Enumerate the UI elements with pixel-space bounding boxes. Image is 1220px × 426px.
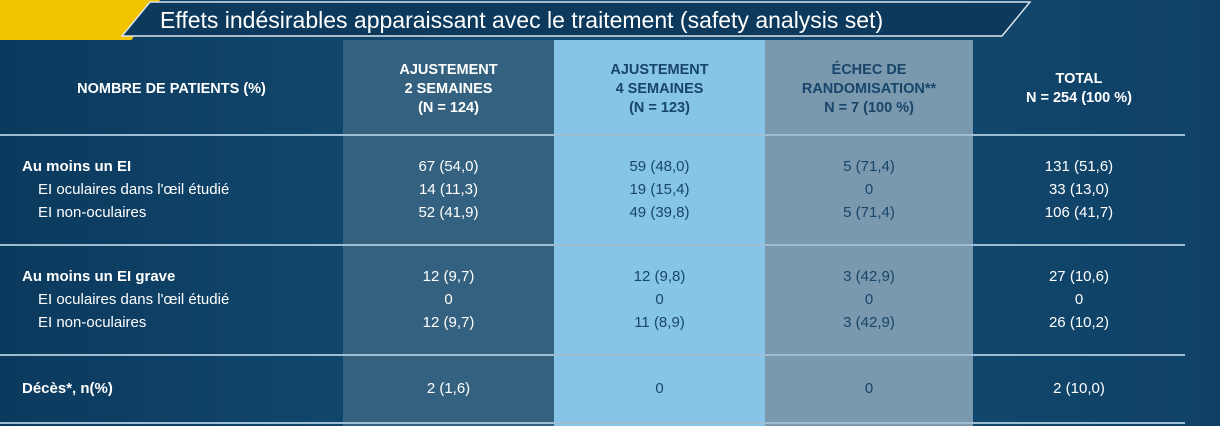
header-2-weeks: AJUSTEMENT 2 SEMAINES (N = 124): [343, 54, 554, 124]
cell-total: 27 (10,6): [1048, 268, 1110, 285]
table-row: EI non-oculaires 52 (41,9) 49 (39,8) 5 (…: [0, 201, 1185, 224]
cell-total: 2 (10,0): [1053, 380, 1105, 397]
column-band-4-weeks: [554, 40, 765, 426]
table-row: EI non-oculaires 12 (9,7) 11 (8,9) 3 (42…: [0, 311, 1185, 334]
cell-4-weeks: 19 (15,4): [629, 181, 690, 198]
header-line: 2 SEMAINES: [404, 80, 493, 97]
row-label: Au moins un EI grave: [22, 268, 176, 285]
header-4-weeks: AJUSTEMENT 4 SEMAINES (N = 123): [554, 54, 765, 124]
cell-4-weeks: 49 (39,8): [629, 204, 690, 221]
cell-2-weeks: 14 (11,3): [419, 181, 478, 198]
table-row: EI oculaires dans l'œil étudié 14 (11,3)…: [0, 178, 1185, 201]
header-label-text: NOMBRE DE PATIENTS (%): [77, 80, 266, 97]
cell-randomisation-failure: 5 (71,4): [843, 204, 895, 221]
row-label: Au moins un EI: [22, 158, 132, 175]
cell-2-weeks: 67 (54,0): [418, 158, 479, 175]
header-total: TOTAL N = 254 (100 %): [973, 54, 1185, 124]
cell-2-weeks: 12 (9,7): [422, 314, 475, 331]
row-label: EI non-oculaires: [38, 314, 147, 331]
header-line: AJUSTEMENT: [610, 61, 709, 78]
header-line: 4 SEMAINES: [615, 80, 704, 97]
header-line: N = 254 (100 %): [1026, 90, 1132, 106]
row-label: Décès*, n(%): [22, 380, 113, 397]
header-line: ÉCHEC DE: [831, 61, 907, 78]
table-divider: [0, 354, 1185, 356]
cell-4-weeks: 11 (8,9): [634, 314, 685, 331]
cell-randomisation-failure: 5 (71,4): [843, 158, 895, 175]
header-line: TOTAL: [1055, 71, 1103, 87]
row-label: EI oculaires dans l'œil étudié: [38, 181, 230, 198]
header-line: N = 7 (100 %): [824, 99, 914, 116]
header-line: (N = 123): [629, 99, 690, 116]
table-divider: [0, 244, 1185, 246]
cell-total: 33 (13,0): [1048, 181, 1110, 198]
column-band-2-weeks: [343, 40, 554, 426]
cell-4-weeks: 0: [655, 380, 664, 397]
cell-randomisation-failure: 0: [864, 291, 874, 308]
header-line: RANDOMISATION**: [801, 80, 937, 97]
row-label: EI non-oculaires: [38, 204, 147, 221]
cell-total: 131 (51,6): [1044, 158, 1114, 175]
cell-randomisation-failure: 3 (42,9): [843, 314, 895, 331]
table-divider: [0, 422, 1185, 424]
header-patient-count: NOMBRE DE PATIENTS (%): [0, 54, 343, 124]
cell-2-weeks: 2 (1,6): [426, 380, 471, 397]
cell-randomisation-failure: 0: [864, 380, 874, 397]
row-label: EI oculaires dans l'œil étudié: [38, 291, 230, 308]
header-line: (N = 124): [418, 99, 479, 116]
cell-4-weeks: 0: [655, 291, 664, 308]
header-line: AJUSTEMENT: [399, 61, 498, 78]
table-row: Au moins un EI 67 (54,0) 59 (48,0) 5 (71…: [0, 155, 1185, 178]
cell-2-weeks: 52 (41,9): [418, 204, 479, 221]
cell-2-weeks: 12 (9,7): [422, 268, 475, 285]
column-band-randomisation-failure: [765, 40, 973, 426]
cell-randomisation-failure: 0: [864, 181, 874, 198]
cell-4-weeks: 12 (9,8): [633, 268, 686, 285]
cell-2-weeks: 0: [444, 291, 453, 308]
cell-randomisation-failure: 3 (42,9): [843, 268, 895, 285]
table-row: EI oculaires dans l'œil étudié 0 0 0 0: [0, 288, 1185, 311]
cell-total: 26 (10,2): [1048, 314, 1110, 331]
table-row: Décès*, n(%) 2 (1,6) 0 0 2 (10,0): [0, 377, 1185, 400]
table-divider: [0, 134, 1185, 136]
title-banner-shape: [0, 0, 1032, 40]
cell-total: 0: [1074, 291, 1084, 308]
title-banner: Effets indésirables apparaissant avec le…: [0, 0, 1040, 40]
header-randomisation-failure: ÉCHEC DE RANDOMISATION** N = 7 (100 %): [765, 54, 973, 124]
cell-total: 106 (41,7): [1044, 204, 1114, 221]
page-title: Effets indésirables apparaissant avec le…: [160, 7, 884, 33]
table-row: Au moins un EI grave 12 (9,7) 12 (9,8) 3…: [0, 265, 1185, 288]
cell-4-weeks: 59 (48,0): [629, 158, 690, 175]
